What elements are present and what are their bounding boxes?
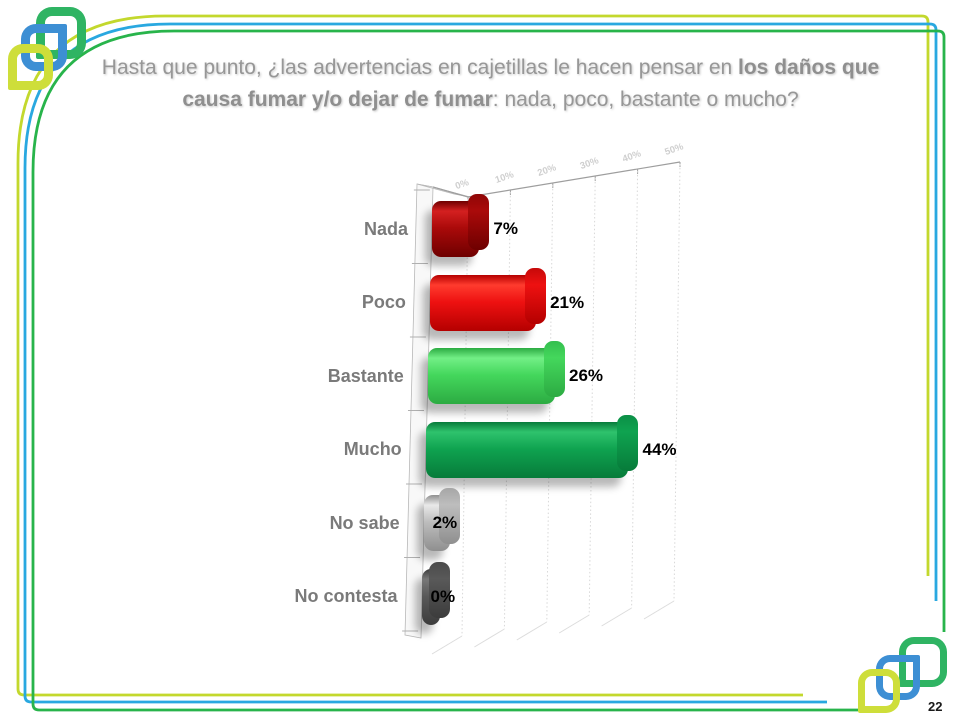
bar-bastante [427,341,565,404]
bar-no-sabe [423,488,460,551]
axis-tick-label: 0% [454,177,471,192]
value-label: 7% [493,219,518,238]
value-axis [432,161,681,198]
logo-leaf-green-icon [899,637,947,687]
value-label: 26% [569,366,604,385]
axis-tick-label: 40% [621,148,643,165]
gridline-floor [601,607,632,627]
axis-tick-label: 30% [579,155,601,172]
value-label: 21% [550,292,585,312]
gridline [503,191,511,630]
category-label: No contesta [294,586,398,606]
logo-leaf-yellow-icon [8,44,53,90]
category-label: Nada [363,218,408,239]
axis-tick-label: 50% [663,141,685,158]
category-label: Bastante [327,365,404,386]
bar-poco [429,267,547,331]
bar-end-cap [617,414,639,471]
slide-title-line2: causa fumar y/o dejar de fumar: nada, po… [182,88,799,111]
axis-tick-label: 10% [494,169,516,186]
slide-title: Hasta que punto, ¿las advertencias en ca… [75,52,906,116]
bar-end-cap [428,561,450,618]
value-label: 0% [430,586,456,606]
gridline-floor [643,600,675,620]
bar-no-contesta [421,561,450,625]
gridline-floor [558,614,590,634]
logo-leaf-yellow-icon [858,669,900,713]
gridline-floor [474,628,505,648]
bar-nada [432,194,490,257]
bar-mucho [425,414,639,478]
value-label: 44% [642,439,677,459]
axis-tick-label: 20% [536,162,558,179]
category-label: Mucho [343,439,402,459]
bar-end-cap [525,267,547,324]
category-label: No sabe [329,512,400,533]
gridline-floor [431,635,463,655]
gridline-floor [516,621,548,641]
bar-end-cap [468,194,490,250]
bar-end-cap [543,341,565,397]
page-number: 22 [928,699,943,714]
category-label: Poco [361,292,406,312]
gridline [546,184,554,623]
slide-title-line1: Hasta que punto, ¿las advertencias en ca… [101,56,880,79]
gridline [673,163,681,602]
value-label: 2% [432,513,458,532]
gridline [588,177,596,616]
gridline [461,198,469,637]
bar-end-cap [438,488,460,544]
gridline [631,170,639,609]
